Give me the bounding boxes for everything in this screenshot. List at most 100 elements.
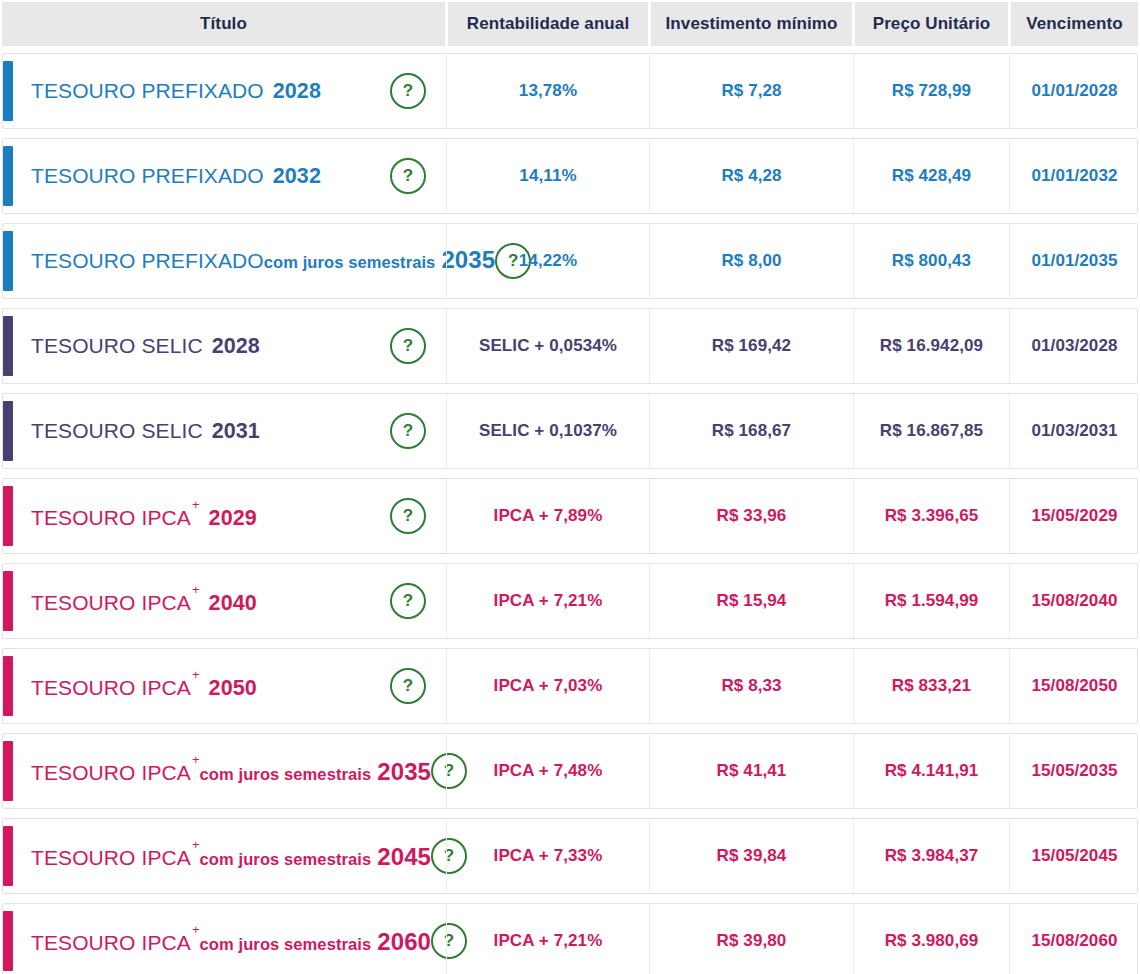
- bond-row[interactable]: TESOURO IPCA+com juros semestrais2060 ? …: [2, 903, 1138, 974]
- bond-row[interactable]: TESOURO IPCA+2029 ? IPCA + 7,89% R$ 33,9…: [2, 478, 1138, 554]
- min-investment-cell: R$ 39,80: [649, 904, 853, 974]
- maturity-cell: 01/01/2032: [1009, 139, 1139, 213]
- min-investment-cell: R$ 7,28: [649, 54, 853, 128]
- bond-row[interactable]: TESOURO IPCA+com juros semestrais2035 ? …: [2, 733, 1138, 809]
- bond-name-line: TESOURO IPCA+: [31, 761, 200, 784]
- help-icon[interactable]: ?: [390, 583, 426, 619]
- unit-price-cell: R$ 1.594,99: [853, 564, 1009, 638]
- help-icon[interactable]: ?: [390, 498, 426, 534]
- rate-cell: 14,11%: [446, 139, 649, 213]
- column-header-preco-unitario: Preço Unitário: [852, 2, 1008, 46]
- maturity-cell: 01/01/2028: [1009, 54, 1139, 128]
- help-icon[interactable]: ?: [390, 668, 426, 704]
- bond-accent-bar: [3, 146, 13, 206]
- plus-superscript: +: [192, 922, 200, 937]
- rate-cell: SELIC + 0,0534%: [446, 309, 649, 383]
- bond-name-line: TESOURO PREFIXADO: [31, 249, 264, 272]
- bond-title: TESOURO SELIC2031: [31, 418, 260, 445]
- min-investment-cell: R$ 41,41: [649, 734, 853, 808]
- maturity-cell: 15/08/2040: [1009, 564, 1139, 638]
- bond-year: 2028: [273, 79, 321, 103]
- unit-price-cell: R$ 16.867,85: [853, 394, 1009, 468]
- bond-year: 2050: [209, 676, 257, 700]
- bond-name-line: TESOURO IPCA+: [31, 846, 200, 869]
- bond-title: TESOURO IPCA+2029: [31, 500, 257, 532]
- plus-superscript: +: [192, 582, 200, 597]
- bond-title: TESOURO PREFIXADOcom juros semestrais203…: [31, 247, 495, 275]
- help-icon[interactable]: ?: [390, 413, 426, 449]
- maturity-cell: 15/08/2060: [1009, 904, 1139, 974]
- plus-superscript: +: [192, 837, 200, 852]
- rate-cell: IPCA + 7,33%: [446, 819, 649, 893]
- column-header-rentabilidade: Rentabilidade anual: [445, 2, 648, 46]
- bond-row[interactable]: TESOURO IPCA+2050 ? IPCA + 7,03% R$ 8,33…: [2, 648, 1138, 724]
- bond-row[interactable]: TESOURO PREFIXADOcom juros semestrais203…: [2, 223, 1138, 299]
- bond-accent-bar: [3, 231, 13, 291]
- help-icon[interactable]: ?: [390, 158, 426, 194]
- column-header-investimento-minimo: Investimento mínimo: [648, 2, 852, 46]
- bond-title-cell: TESOURO PREFIXADO2032 ?: [3, 139, 446, 213]
- bond-name-line: TESOURO IPCA+2029: [31, 506, 257, 529]
- bond-title: TESOURO PREFIXADO 2028: [31, 78, 321, 105]
- bond-title-cell: TESOURO PREFIXADO 2028 ?: [3, 54, 446, 128]
- column-header-titulo: Título: [2, 2, 445, 46]
- bond-subtitle: com juros semestrais: [200, 850, 372, 868]
- rate-cell: IPCA + 7,89%: [446, 479, 649, 553]
- bond-row[interactable]: TESOURO PREFIXADO2028 ? 13,78% R$ 7,28 R…: [2, 53, 1138, 129]
- unit-price-cell: R$ 16.942,09: [853, 309, 1009, 383]
- bond-title-cell: TESOURO SELIC2031 ?: [3, 394, 446, 468]
- rate-cell: SELIC + 0,1037%: [446, 394, 649, 468]
- bond-accent-bar: [3, 61, 13, 121]
- maturity-cell: 15/05/2035: [1009, 734, 1139, 808]
- bond-name-line: TESOURO SELIC2031: [31, 419, 260, 442]
- bond-name-line: TESOURO PREFIXADO 2028: [31, 79, 321, 102]
- bond-subtitle: com juros semestrais: [200, 935, 372, 953]
- plus-superscript: +: [192, 667, 200, 682]
- bond-name: TESOURO PREFIXADO: [31, 79, 264, 102]
- help-icon[interactable]: ?: [390, 328, 426, 364]
- bond-title: TESOURO IPCA+2050: [31, 670, 257, 702]
- unit-price-cell: R$ 3.396,65: [853, 479, 1009, 553]
- bond-name-line: TESOURO SELIC2028: [31, 334, 260, 357]
- rate-cell: IPCA + 7,21%: [446, 904, 649, 974]
- bond-row[interactable]: TESOURO PREFIXADO2032 ? 14,11% R$ 4,28 R…: [2, 138, 1138, 214]
- bond-row[interactable]: TESOURO SELIC2031 ? SELIC + 0,1037% R$ 1…: [2, 393, 1138, 469]
- bond-accent-bar: [3, 656, 13, 716]
- bond-name-line: TESOURO IPCA+: [31, 931, 200, 954]
- bond-subtitle-line: com juros semestrais2045: [200, 850, 431, 868]
- bond-subtitle: com juros semestrais: [200, 765, 372, 783]
- bond-title: TESOURO IPCA+2040: [31, 585, 257, 617]
- bond-name: TESOURO IPCA: [31, 591, 191, 614]
- bond-name: TESOURO SELIC: [31, 334, 203, 357]
- bond-row[interactable]: TESOURO SELIC2028 ? SELIC + 0,0534% R$ 1…: [2, 308, 1138, 384]
- bond-accent-bar: [3, 486, 13, 546]
- rate-cell: 14,22%: [446, 224, 649, 298]
- bond-title-cell: TESOURO IPCA+com juros semestrais2060 ?: [3, 904, 446, 974]
- bond-name-line: TESOURO IPCA+2040: [31, 591, 257, 614]
- plus-superscript: +: [192, 497, 200, 512]
- bond-title-cell: TESOURO PREFIXADOcom juros semestrais203…: [3, 224, 446, 298]
- help-icon[interactable]: ?: [390, 73, 426, 109]
- bond-title: TESOURO IPCA+com juros semestrais2045: [31, 840, 431, 872]
- bond-title: TESOURO IPCA+com juros semestrais2035: [31, 755, 431, 787]
- bond-accent-bar: [3, 571, 13, 631]
- bond-title-cell: TESOURO IPCA+com juros semestrais2045 ?: [3, 819, 446, 893]
- unit-price-cell: R$ 728,99: [853, 54, 1009, 128]
- maturity-cell: 01/03/2031: [1009, 394, 1139, 468]
- bond-name: TESOURO IPCA: [31, 506, 191, 529]
- table-header-row: Título Rentabilidade anual Investimento …: [2, 2, 1138, 46]
- bond-accent-bar: [3, 911, 13, 971]
- bond-name: TESOURO SELIC: [31, 419, 203, 442]
- bond-row[interactable]: TESOURO IPCA+com juros semestrais2045 ? …: [2, 818, 1138, 894]
- bond-accent-bar: [3, 741, 13, 801]
- unit-price-cell: R$ 3.984,37: [853, 819, 1009, 893]
- bond-name-line: TESOURO PREFIXADO2032: [31, 164, 321, 187]
- bond-subtitle: com juros semestrais: [264, 253, 436, 271]
- bond-title-cell: TESOURO IPCA+2040 ?: [3, 564, 446, 638]
- bond-accent-bar: [3, 316, 13, 376]
- bond-row[interactable]: TESOURO IPCA+2040 ? IPCA + 7,21% R$ 15,9…: [2, 563, 1138, 639]
- bond-table: Título Rentabilidade anual Investimento …: [2, 2, 1138, 974]
- maturity-cell: 15/05/2045: [1009, 819, 1139, 893]
- bond-year: 2029: [209, 506, 257, 530]
- min-investment-cell: R$ 4,28: [649, 139, 853, 213]
